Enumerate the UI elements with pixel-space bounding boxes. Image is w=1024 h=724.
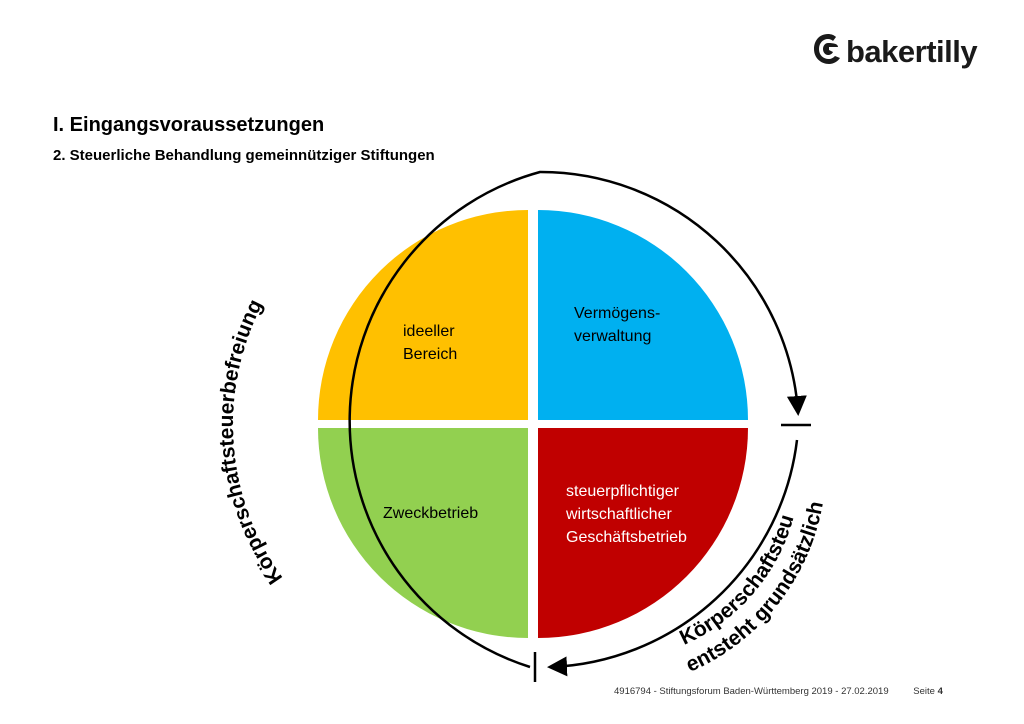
footer-text: 4916794 - Stiftungsforum Baden-Württembe… — [614, 686, 889, 697]
page-subtitle: 2. Steuerliche Behandlung gemeinnütziger… — [53, 147, 435, 164]
footer-page: Seite 4 — [913, 686, 943, 697]
bakertilly-swirl-icon — [814, 34, 840, 64]
label-vermoegen-line1: Vermögens- — [574, 305, 660, 322]
label-wirtschaftlicher-geschaeftsbetrieb: steuerpflichtiger wirtschaftlicher Gesch… — [565, 483, 687, 546]
brand-name: bakertilly — [846, 34, 978, 69]
quadrant-zweckbetrieb — [318, 428, 528, 638]
label-zweckbetrieb: Zweckbetrieb — [383, 505, 478, 522]
page-title: I. Eingangsvoraussetzungen — [53, 114, 325, 136]
label-ideeller-line1: ideeller — [403, 323, 455, 340]
footer: 4916794 - Stiftungsforum Baden-Württembe… — [614, 686, 943, 697]
label-koerperschaftsteuerbefreiung: Körperschaftsteuerbefreiung — [215, 296, 287, 588]
quadrant-wirtschaftlicher-geschaeftsbetrieb — [538, 428, 748, 638]
label-vermoegen-line2: verwaltung — [574, 328, 651, 345]
quadrant-ideeller-bereich — [318, 210, 528, 420]
label-wirtschaft-line3: Geschäftsbetrieb — [566, 529, 687, 546]
footer-page-prefix: Seite — [913, 686, 935, 697]
label-zweck-line1: Zweckbetrieb — [383, 505, 478, 522]
label-ideeller-line2: Bereich — [403, 346, 457, 363]
label-vermoegensverwaltung: Vermögens- verwaltung — [574, 305, 665, 345]
taxable-arc — [547, 439, 799, 677]
label-wirtschaft-line1: steuerpflichtiger — [566, 483, 680, 500]
bakertilly-logo: bakertilly — [812, 30, 982, 80]
label-befreiung-text: Körperschaftsteuerbefreiung — [215, 296, 287, 588]
footer-page-number: 4 — [937, 686, 943, 697]
label-wirtschaft-line2: wirtschaftlicher — [565, 506, 672, 523]
label-ideeller-bereich: ideeller Bereich — [403, 323, 459, 363]
exemption-arc — [348, 170, 807, 669]
quadrant-vermoegensverwaltung — [538, 210, 748, 420]
